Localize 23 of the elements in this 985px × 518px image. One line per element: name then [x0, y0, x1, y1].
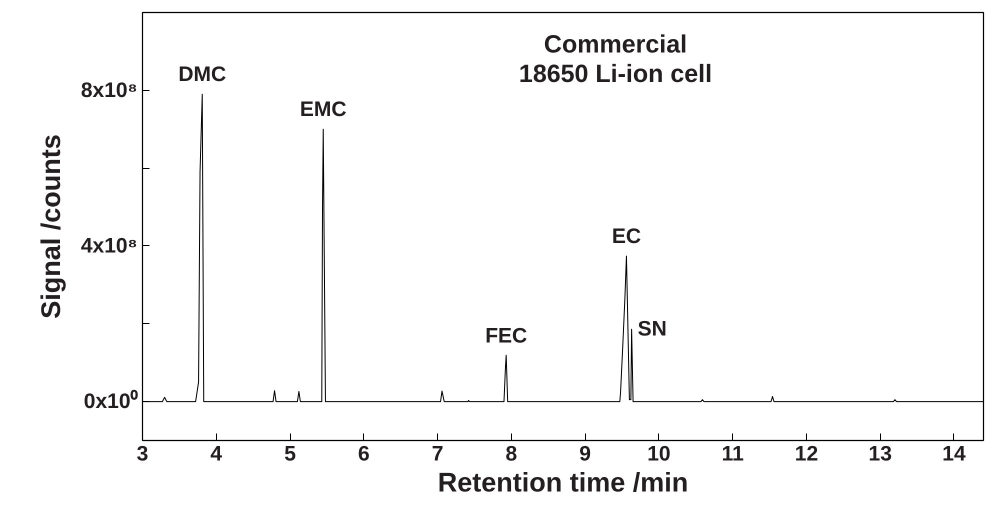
x-tick-label: 9	[579, 442, 591, 466]
y-tick-label: 4x10⁸	[80, 234, 138, 258]
annotation: EMC	[300, 98, 347, 122]
x-tick-label: 14	[942, 442, 966, 466]
x-tick-label: 3	[136, 442, 148, 466]
y-tick-label: 0x10⁰	[84, 389, 138, 414]
annotation: FEC	[485, 324, 528, 348]
y-axis-title: Signal /counts	[36, 134, 66, 319]
x-tick-label: 12	[794, 442, 818, 466]
annotation: EC	[612, 225, 642, 248]
x-axis-title: Retention time /min	[438, 468, 688, 498]
x-tick-label: 5	[284, 442, 296, 466]
x-tick-label: 8	[506, 442, 518, 466]
x-tick-label: 11	[722, 442, 744, 466]
annotation: SN	[638, 318, 667, 341]
y-tick-label: 8x10⁸	[80, 78, 138, 102]
text: Commercial 18650 Li-ion cell	[518, 30, 712, 88]
x-tick-label: 4	[210, 442, 222, 466]
x-tick-label: 7	[432, 442, 444, 466]
x-tick-label: 13	[868, 442, 892, 466]
x-tick-label: 10	[647, 442, 671, 466]
x-tick-label: 6	[358, 442, 370, 466]
annotation: DMC	[178, 63, 226, 86]
